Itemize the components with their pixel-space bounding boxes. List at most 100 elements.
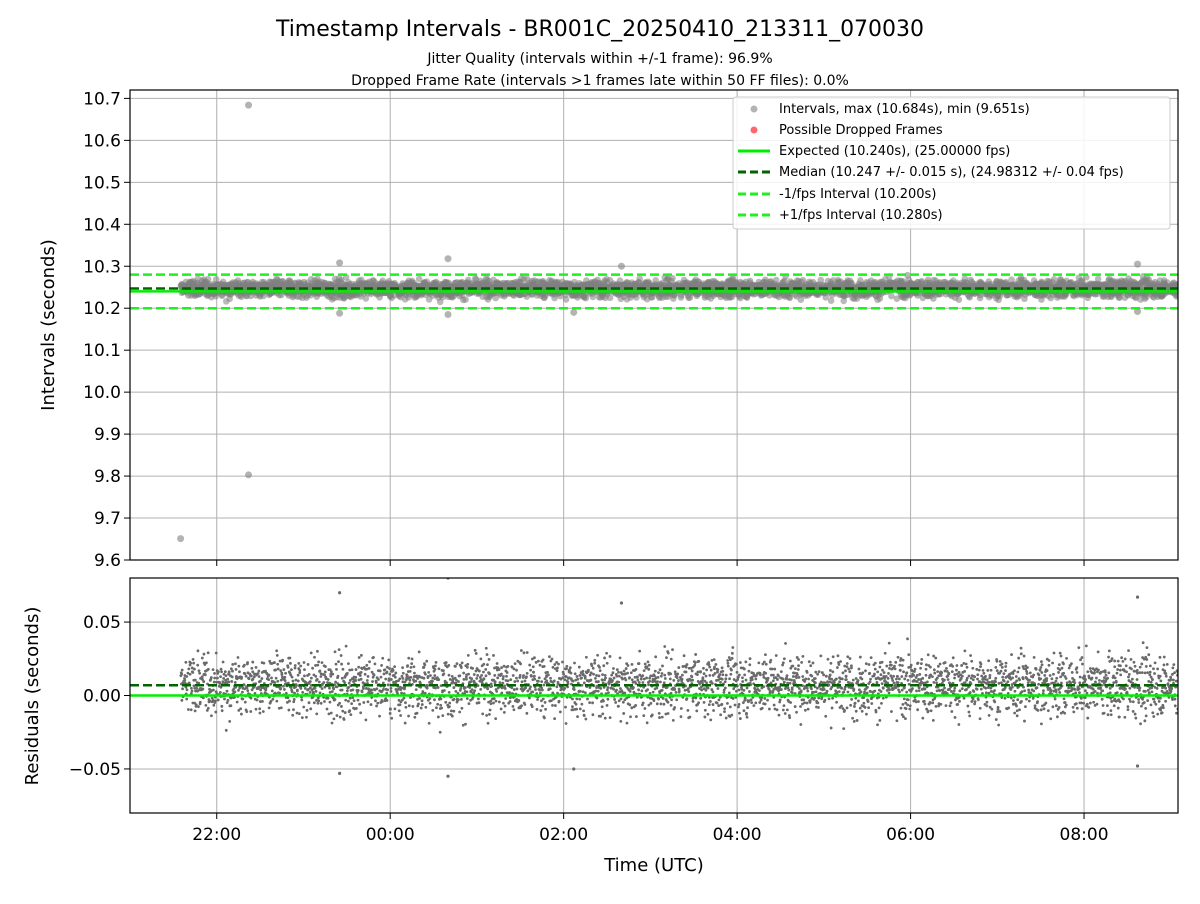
legend-marker-dropped	[751, 127, 758, 134]
legend-marker-intervals	[751, 106, 758, 113]
residual-point	[316, 664, 319, 667]
residual-point	[340, 663, 343, 666]
residual-point	[453, 698, 456, 701]
residual-point	[320, 702, 323, 705]
residual-point	[385, 692, 388, 695]
residual-point	[275, 700, 278, 703]
residual-point	[301, 691, 304, 694]
residual-point	[213, 672, 216, 675]
residual-point	[270, 700, 273, 703]
residual-point	[495, 700, 498, 703]
residual-point	[408, 704, 411, 707]
residual-point	[258, 675, 261, 678]
residual-point	[226, 690, 229, 693]
residual-point	[297, 662, 300, 665]
residual-point	[237, 665, 240, 668]
residual-point	[291, 714, 294, 717]
residual-point	[467, 654, 470, 657]
residual-point	[536, 708, 539, 711]
residual-point	[520, 649, 523, 652]
residual-point	[523, 703, 526, 706]
residual-point	[220, 705, 223, 708]
residual-point	[293, 692, 296, 695]
residual-point	[463, 678, 466, 681]
residual-point	[223, 698, 226, 701]
residual-point	[359, 674, 362, 677]
residual-point	[513, 708, 516, 711]
residual-point	[188, 681, 191, 684]
residual-point	[280, 706, 283, 709]
residual-point	[418, 651, 421, 654]
residual-point	[373, 674, 376, 677]
residual-point	[331, 673, 334, 676]
residual-point	[447, 664, 450, 667]
residual-point	[461, 707, 464, 710]
residual-point	[344, 711, 347, 714]
residual-point	[298, 669, 301, 672]
residual-point	[410, 676, 413, 679]
residual-point	[372, 656, 375, 659]
residual-point	[498, 668, 501, 671]
residual-point	[296, 690, 299, 693]
residual-point	[480, 674, 483, 677]
top-y-ticks: 9.69.79.89.910.010.110.210.310.410.510.6…	[83, 89, 130, 571]
residual-point	[387, 659, 390, 662]
residual-point	[219, 675, 222, 678]
residual-point	[530, 675, 533, 678]
residual-point	[519, 663, 522, 666]
residual-point	[459, 687, 462, 690]
residual-point	[327, 678, 330, 681]
residual-point	[310, 677, 313, 680]
residual-point	[240, 713, 243, 716]
residual-point	[220, 670, 223, 673]
residual-point	[415, 688, 418, 691]
interval-point	[618, 263, 625, 270]
top-y-tick-label: 10.2	[83, 299, 121, 319]
residual-point	[197, 705, 200, 708]
residual-point	[516, 680, 519, 683]
residual-point	[316, 678, 319, 681]
residual-point	[303, 675, 306, 678]
residual-point	[309, 680, 312, 683]
residual-point	[452, 686, 455, 689]
residual-point	[256, 699, 259, 702]
residual-point	[434, 664, 437, 667]
residual-point	[217, 670, 220, 673]
residual-point	[294, 664, 297, 667]
residual-point	[506, 671, 509, 674]
residual-point	[539, 709, 542, 712]
residual-point	[510, 686, 513, 689]
residual-point	[283, 688, 286, 691]
residual-point	[466, 666, 469, 669]
residual-point	[274, 669, 277, 672]
residual-point	[303, 668, 306, 671]
residual-point	[359, 711, 362, 714]
residual-point	[521, 680, 524, 683]
residual-point	[504, 705, 507, 708]
residual-point	[228, 720, 231, 723]
residual-point	[189, 673, 192, 676]
residual-point	[494, 717, 497, 720]
residual-point	[409, 670, 412, 673]
residual-point	[308, 701, 311, 704]
legend-label-minus-fps: -1/fps Interval (10.200s)	[779, 187, 936, 202]
residual-point	[297, 674, 300, 677]
residual-point	[293, 698, 296, 701]
residual-point	[330, 670, 333, 673]
residual-point	[517, 699, 520, 702]
residual-point	[198, 669, 201, 672]
residual-point	[300, 699, 303, 702]
residual-point	[426, 687, 429, 690]
residual-point	[439, 704, 442, 707]
residual-point	[275, 649, 278, 652]
residual-point	[445, 681, 448, 684]
residual-point	[485, 647, 488, 650]
residual-point	[346, 672, 349, 675]
residual-point	[513, 688, 516, 691]
residual-point	[270, 677, 273, 680]
residual-point	[337, 660, 340, 663]
residual-point	[184, 661, 187, 664]
residual-point	[321, 687, 324, 690]
residual-point	[478, 701, 481, 704]
